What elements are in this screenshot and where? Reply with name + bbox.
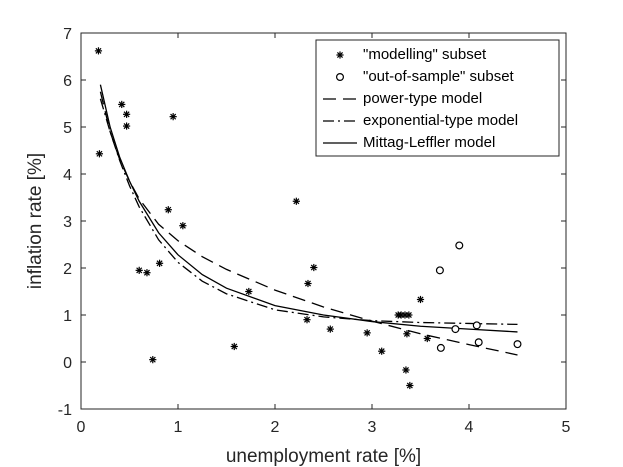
y-tick-label: 1 (63, 308, 72, 325)
legend-symbol-asterisk (336, 51, 344, 59)
modelling-point (403, 330, 411, 338)
x-tick-label: 5 (562, 419, 571, 436)
y-tick-label: 6 (63, 73, 72, 90)
series-line-3 (99, 98, 518, 326)
modelling-point (292, 197, 300, 205)
modelling-point (155, 259, 164, 267)
modelling-point (169, 113, 177, 121)
out-of-sample-point (436, 343, 445, 352)
out-of-sample-point (472, 321, 481, 330)
y-tick-label: 3 (63, 214, 72, 231)
modelling-point (149, 356, 157, 364)
y-tick-label: 4 (63, 167, 72, 184)
modelling-point (304, 279, 312, 288)
modelling-point (95, 150, 104, 158)
out-of-sample-point (435, 266, 444, 275)
legend-box (315, 39, 560, 157)
legend-symbols (323, 51, 357, 144)
legend: "modelling" subset "out-of-sample" subse… (315, 39, 560, 157)
modelling-point (179, 222, 187, 230)
x-axis-title: unemployment rate [%] (226, 446, 421, 467)
x-tick-label: 0 (77, 419, 86, 436)
x-tick-label: 2 (271, 419, 280, 436)
modelling-point (303, 316, 311, 324)
modelling-point (143, 269, 151, 277)
modelling-point (94, 47, 103, 55)
modelling-point (164, 206, 172, 214)
y-tick-label: 2 (63, 261, 72, 278)
modelling-point (310, 263, 318, 272)
series-line-2 (99, 91, 518, 356)
series-line-4 (99, 84, 518, 333)
y-tick-label: -1 (58, 402, 72, 419)
out-of-sample-point (455, 241, 464, 250)
modelling-point (363, 329, 371, 337)
x-tick-label: 4 (465, 419, 474, 436)
x-tick-label: 3 (368, 419, 377, 436)
legend-label-power-type: power-type model (363, 90, 482, 107)
modelling-point (406, 381, 414, 390)
out-of-sample-point (513, 340, 522, 349)
legend-label-exponential-type: exponential-type model (363, 112, 518, 129)
lines-layer (99, 84, 518, 356)
legend-symbol-circle (336, 72, 345, 81)
modelling-point (405, 311, 413, 319)
x-tick-label: 1 (174, 419, 183, 436)
modelling-point (378, 347, 386, 355)
modelling-point (122, 122, 131, 130)
y-axis: -1 0 1 2 3 4 5 6 7 (58, 26, 566, 419)
legend-label-modelling: "modelling" subset (363, 46, 487, 63)
modelling-point (326, 325, 334, 333)
modelling-point (245, 287, 253, 296)
x-axis: 0 1 2 3 4 5 (77, 33, 571, 436)
y-axis-title: inflation rate [%] (25, 153, 46, 289)
modelling-point (423, 334, 431, 343)
y-tick-label: 5 (63, 120, 72, 137)
y-tick-label: 0 (63, 355, 72, 372)
legend-label-out-of-sample: "out-of-sample" subset (363, 68, 515, 85)
modelling-point (230, 342, 238, 351)
points-layer (94, 47, 522, 390)
modelling-point (402, 366, 410, 374)
y-tick-label: 7 (63, 26, 72, 43)
modelling-point (122, 110, 131, 118)
modelling-point (118, 100, 126, 109)
modelling-point (416, 295, 425, 304)
modelling-point (135, 266, 143, 274)
out-of-sample-point (474, 338, 483, 347)
legend-label-mittag-leffler: Mittag-Leffler model (363, 134, 495, 151)
out-of-sample-point (451, 325, 460, 334)
